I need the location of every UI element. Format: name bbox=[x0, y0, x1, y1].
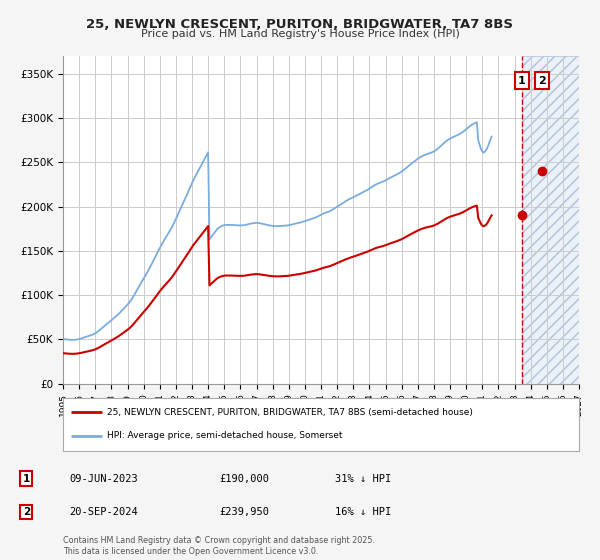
Text: 09-JUN-2023: 09-JUN-2023 bbox=[70, 474, 139, 484]
Text: 31% ↓ HPI: 31% ↓ HPI bbox=[335, 474, 391, 484]
Text: 2: 2 bbox=[538, 76, 546, 86]
Text: £190,000: £190,000 bbox=[220, 474, 269, 484]
Text: 25, NEWLYN CRESCENT, PURITON, BRIDGWATER, TA7 8BS: 25, NEWLYN CRESCENT, PURITON, BRIDGWATER… bbox=[86, 18, 514, 31]
Text: 16% ↓ HPI: 16% ↓ HPI bbox=[335, 507, 391, 517]
Text: Contains HM Land Registry data © Crown copyright and database right 2025.
This d: Contains HM Land Registry data © Crown c… bbox=[63, 536, 375, 556]
Text: £239,950: £239,950 bbox=[220, 507, 269, 517]
Bar bbox=[521, 56, 579, 384]
Text: 25, NEWLYN CRESCENT, PURITON, BRIDGWATER, TA7 8BS (semi-detached house): 25, NEWLYN CRESCENT, PURITON, BRIDGWATER… bbox=[107, 408, 473, 417]
Text: 2: 2 bbox=[23, 507, 30, 517]
Text: Price paid vs. HM Land Registry's House Price Index (HPI): Price paid vs. HM Land Registry's House … bbox=[140, 29, 460, 39]
Text: HPI: Average price, semi-detached house, Somerset: HPI: Average price, semi-detached house,… bbox=[107, 431, 343, 440]
Text: 20-SEP-2024: 20-SEP-2024 bbox=[70, 507, 139, 517]
Bar bbox=[521, 56, 579, 384]
Text: 1: 1 bbox=[23, 474, 30, 484]
Text: 1: 1 bbox=[518, 76, 526, 86]
